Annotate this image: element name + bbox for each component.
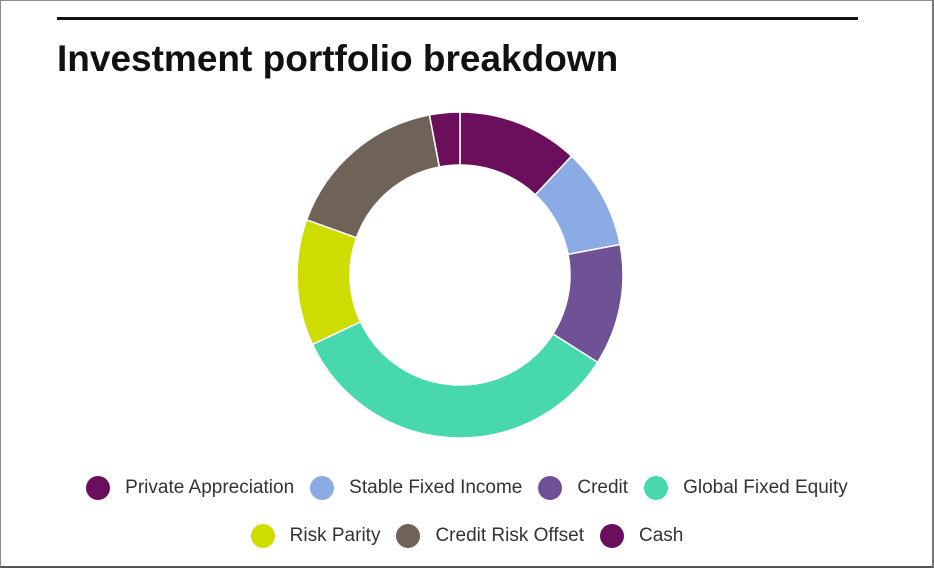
- legend-label-cash: Cash: [638, 525, 684, 546]
- legend-item-stable-fixed-income: Stable Fixed Income: [310, 476, 522, 500]
- slice-risk-parity: [296, 218, 362, 346]
- legend-item-cash: Cash: [599, 524, 684, 548]
- slice-cash: [428, 111, 461, 168]
- legend-item-credit-risk-offset: Credit Risk Offset: [396, 524, 584, 548]
- legend-swatch-stable-fixed-income: [310, 476, 335, 500]
- legend-label-risk-parity: Risk Parity: [289, 525, 381, 546]
- legend-item-global-fixed-equity: Global Fixed Equity: [644, 476, 848, 500]
- legend-label-global-fixed-equity: Global Fixed Equity: [683, 477, 848, 498]
- slice-global-fixed-equity: [311, 320, 599, 439]
- legend-label-credit-risk-offset: Credit Risk Offset: [435, 525, 584, 546]
- legend-swatch-global-fixed-equity: [644, 476, 669, 500]
- legend-row-1: Private Appreciation Stable Fixed Income C…: [0, 476, 934, 500]
- legend-label-private-appreciation: Private Appreciation: [125, 477, 295, 498]
- slice-credit-risk-offset: [305, 114, 441, 239]
- legend-label-stable-fixed-income: Stable Fixed Income: [349, 477, 523, 498]
- legend-swatch-private-appreciation: [86, 476, 111, 500]
- chart-title: Investment portfolio breakdown: [57, 38, 619, 79]
- legend-item-private-appreciation: Private Appreciation: [86, 476, 294, 500]
- legend-swatch-cash: [599, 524, 624, 548]
- title-rule: [57, 17, 858, 20]
- legend-swatch-credit: [538, 476, 563, 500]
- legend-item-credit: Credit: [538, 476, 628, 500]
- legend-item-risk-parity: Risk Parity: [250, 524, 381, 548]
- legend-swatch-credit-risk-offset: [396, 524, 421, 548]
- donut-chart: [296, 111, 624, 439]
- legend-swatch-risk-parity: [250, 524, 275, 548]
- legend-row-2: Risk Parity Credit Risk Offset Cash: [0, 524, 934, 548]
- legend-label-credit: Credit: [577, 477, 629, 498]
